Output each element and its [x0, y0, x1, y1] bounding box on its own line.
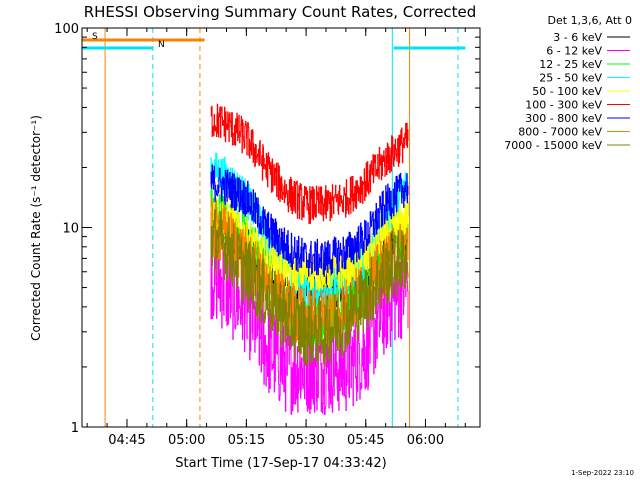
x-axis: 04:45 05:00 05:15 05:30 05:45 06:00 [86, 28, 466, 448]
y-axis: 1 10 100 [54, 22, 480, 436]
legend-label: 800 - 7000 keV [518, 126, 602, 139]
legend-label: 12 - 25 keV [539, 58, 602, 71]
series-line [210, 164, 409, 277]
legend-label: 25 - 50 keV [539, 72, 602, 85]
x-axis-label: Start Time (17-Sep-17 04:33:42) [175, 456, 386, 471]
series-line [210, 209, 409, 367]
y-tick-label: 10 [62, 222, 79, 237]
x-tick-label: 04:45 [108, 433, 145, 448]
legend-label: 50 - 100 keV [532, 85, 602, 98]
legend-label: 100 - 300 keV [525, 99, 602, 112]
legend-label: 6 - 12 keV [546, 45, 602, 58]
x-tick-label: 05:00 [168, 433, 205, 448]
x-tick-label: 05:45 [347, 433, 384, 448]
legend-label: 3 - 6 keV [553, 31, 602, 44]
series-line [210, 103, 409, 225]
x-tick-label: 05:15 [228, 433, 265, 448]
x-tick-label: 06:00 [407, 433, 444, 448]
flag-label: N [158, 40, 165, 50]
legend-title: Det 1,3,6, Att 0 [548, 14, 632, 27]
flag-label: S [92, 32, 98, 42]
chart-title: RHESSI Observing Summary Count Rates, Co… [84, 3, 477, 21]
footer-date: 1-Sep-2022 23:10 [571, 469, 634, 477]
x-tick-label: 05:30 [287, 433, 324, 448]
y-axis-label: Corrected Count Rate (s⁻¹ detector⁻¹) [29, 115, 43, 341]
y-tick-label: 100 [54, 22, 79, 37]
plot-area: SN [82, 28, 466, 427]
legend-label: 300 - 800 keV [525, 112, 602, 125]
legend-label: 7000 - 15000 keV [504, 139, 602, 152]
y-tick-label: 1 [71, 421, 79, 436]
